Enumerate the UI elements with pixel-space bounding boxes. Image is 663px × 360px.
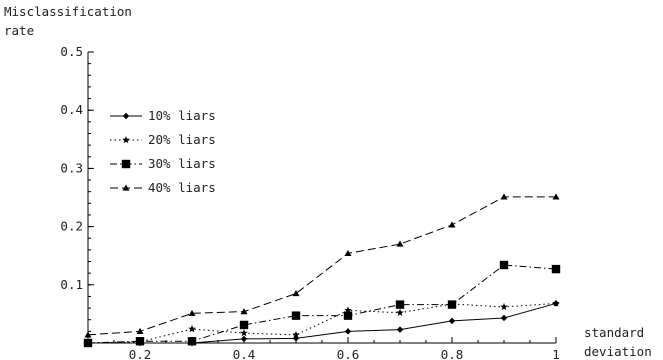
y-tick-label: 0.4: [60, 102, 83, 117]
x-tick-label: 0.2: [129, 347, 152, 360]
legend-label-1: 10% liars: [148, 108, 216, 123]
series-3-point: [551, 264, 561, 274]
x-axis-label-line-1: standard: [584, 325, 645, 340]
series-4-point: [136, 327, 144, 334]
series-line-3: [87, 264, 557, 344]
legend-marker-3: [121, 159, 131, 169]
y-tick-label: 0.3: [60, 160, 83, 175]
series-2-point: [344, 306, 352, 314]
x-tick-label: 0.8: [441, 347, 464, 360]
y-axis-label-line-2: rate: [4, 23, 35, 38]
series-1-point: [500, 314, 508, 322]
series-4-point: [448, 221, 456, 228]
legend-marker-1: [122, 112, 130, 120]
series-4-point: [188, 309, 196, 316]
series-3-point: [187, 337, 197, 346]
series-2-point: [500, 302, 508, 311]
legend-label-4: 40% liars: [148, 180, 216, 195]
legend-marker-2: [122, 136, 130, 144]
series-4-point: [344, 249, 352, 256]
series-4-point: [292, 290, 300, 297]
y-tick-label: 0.2: [60, 219, 83, 234]
series-line-1: [88, 302, 557, 344]
series-line-4: [87, 196, 556, 336]
series-4-point: [552, 193, 560, 200]
series-3-point: [291, 311, 301, 320]
series-2-point: [396, 308, 404, 316]
series-1-point: [396, 326, 404, 333]
series-2-point: [552, 299, 560, 307]
series-3-point: [499, 260, 509, 270]
y-axis-label-line-1: Misclassification: [4, 4, 132, 19]
x-axis-label-line-2: deviation: [584, 344, 652, 359]
series-3-point: [239, 320, 249, 330]
legend-marker-4: [122, 184, 130, 191]
series-2-point: [240, 329, 248, 337]
series-1-point: [240, 335, 248, 343]
series-3-point: [447, 300, 457, 309]
x-tick-label: 0.4: [233, 347, 256, 360]
series-1-point: [344, 328, 352, 335]
y-tick-label: 0.1: [60, 277, 83, 292]
series-3-point: [343, 311, 353, 320]
legend-label-2: 20% liars: [148, 132, 216, 147]
series-1-point: [448, 317, 456, 325]
series-4-point: [396, 240, 404, 247]
series-3-point: [395, 300, 405, 309]
y-tick-label: 0.5: [60, 44, 83, 59]
series-4-point: [84, 331, 92, 338]
series-4-point: [240, 308, 248, 315]
x-tick-label: 1: [552, 347, 560, 360]
series-2-point: [292, 330, 300, 339]
series-3-point: [135, 337, 145, 346]
x-tick-label: 0.6: [337, 347, 360, 360]
series-3-point: [83, 338, 93, 348]
series-line-2: [87, 302, 557, 344]
series-2-point: [188, 325, 196, 333]
series-4-point: [500, 193, 508, 200]
legend-label-3: 30% liars: [148, 156, 216, 171]
